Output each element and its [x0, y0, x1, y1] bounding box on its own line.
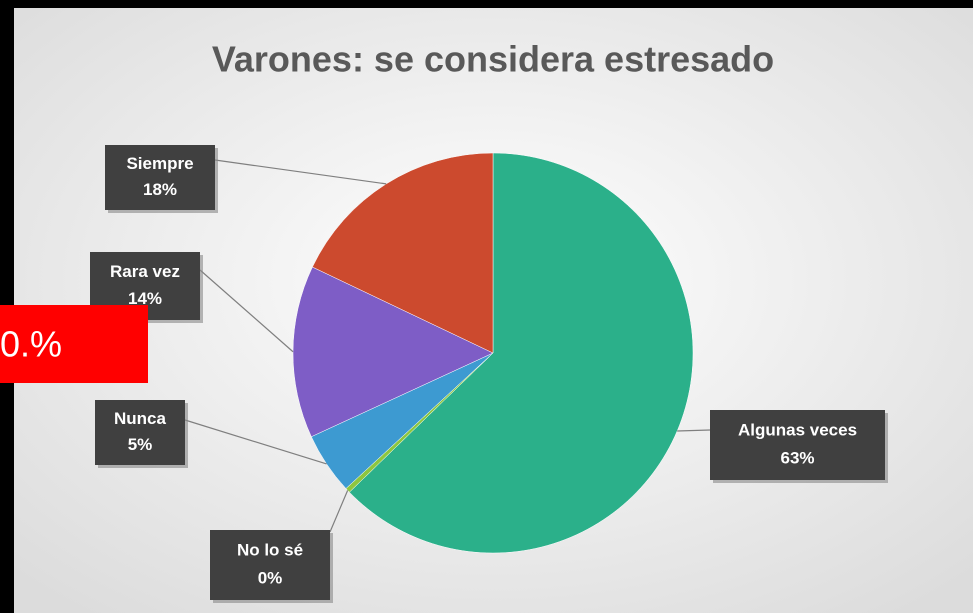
- label-box: [105, 145, 215, 210]
- label-name: Nunca: [114, 409, 167, 428]
- overlay-text: 0.%: [0, 324, 62, 365]
- label-value: 14%: [128, 289, 162, 308]
- label-name: Algunas veces: [738, 420, 857, 439]
- leader-line: [199, 269, 294, 353]
- label-box: [710, 410, 885, 480]
- label-value: 5%: [128, 435, 153, 454]
- leader-line: [214, 159, 387, 185]
- leader-line: [329, 490, 349, 533]
- chart-title: Varones: se considera estresado: [212, 39, 774, 80]
- label-name: No lo sé: [237, 540, 303, 559]
- label-box: [95, 400, 185, 465]
- leader-line: [184, 419, 327, 465]
- overlay-box: [0, 305, 148, 383]
- pie-slice: [349, 152, 694, 554]
- label-name: Rara vez: [110, 262, 180, 281]
- label-value: 0%: [258, 568, 283, 587]
- label-box: [210, 530, 330, 600]
- label-value: 18%: [143, 180, 177, 199]
- label-name: Siempre: [126, 154, 193, 173]
- pie-slice: [292, 266, 494, 438]
- label-value: 63%: [780, 448, 814, 467]
- leader-line: [677, 429, 711, 432]
